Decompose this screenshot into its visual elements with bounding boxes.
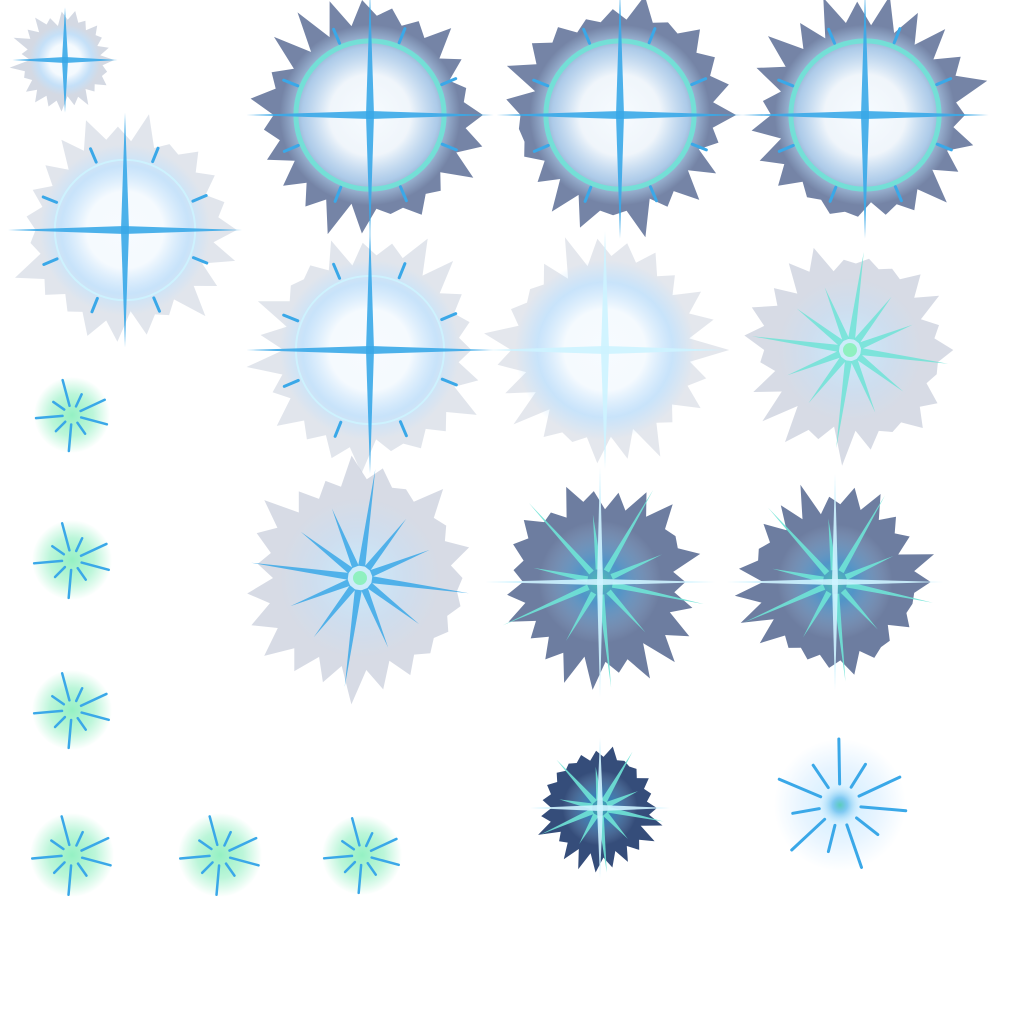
- effect-frame-ring-burst: [8, 113, 242, 347]
- effect-frame-mint-sparkle: [322, 815, 402, 895]
- effect-frame-mint-sparkle: [32, 670, 112, 750]
- effect-frame-ring-burst: [741, 0, 989, 239]
- effect-frame-faint-burst: [774, 737, 908, 871]
- effect-frame-ring-burst: [246, 0, 494, 239]
- effect-frames: [8, 0, 989, 897]
- effect-frame-ring-burst: [246, 226, 494, 474]
- effect-frame-small-burst: [9, 7, 118, 113]
- effect-frame-pale-burst: [247, 455, 470, 705]
- effect-frame-dark-burst: [727, 474, 943, 690]
- effect-frame-dark-burst: [485, 467, 715, 697]
- effect-frame-small-dark-burst: [529, 737, 671, 879]
- effect-frame-mint-sparkle: [30, 813, 114, 897]
- effect-frame-mint-sparkle: [178, 813, 262, 897]
- effect-frame-bright-burst: [484, 231, 730, 469]
- effect-frame-ring-burst: [496, 0, 744, 239]
- effect-frame-spiky-burst: [744, 247, 954, 466]
- effect-frame-mint-sparkle: [34, 377, 110, 453]
- effect-frame-mint-sparkle: [32, 520, 112, 600]
